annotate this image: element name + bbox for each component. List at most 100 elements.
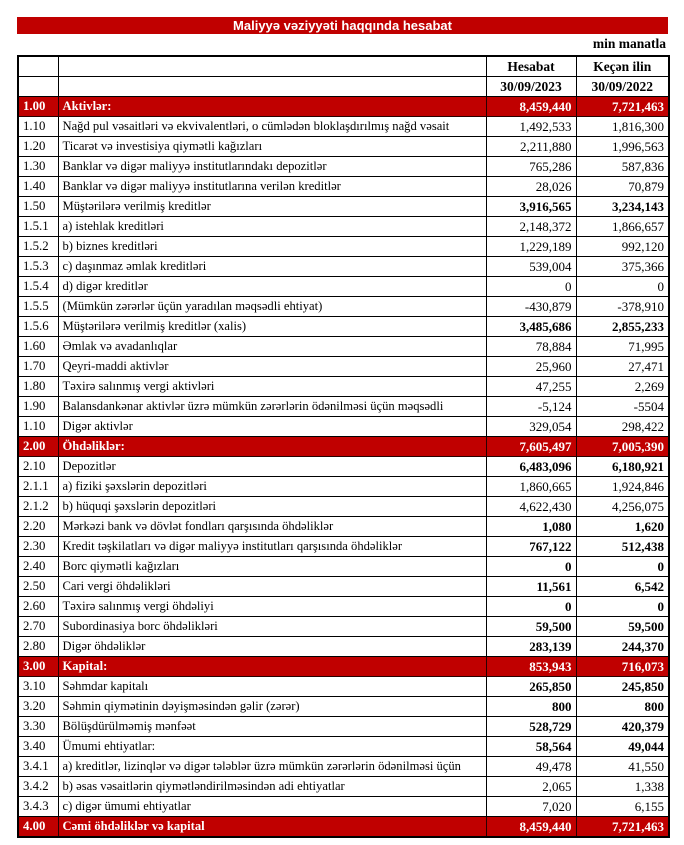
row-current-value: -5,124 — [485, 396, 577, 417]
row-code: 1.20 — [17, 136, 59, 157]
row-label: Bölüşdürülməmiş mənfəət — [57, 716, 487, 737]
row-current-value: 0 — [485, 276, 577, 297]
row-label: Səhmdar kapitalı — [57, 676, 487, 697]
row-current-value: 2,211,880 — [485, 136, 577, 157]
row-current-value: 25,960 — [485, 356, 577, 377]
row-label: a) kreditlər, lizinqlər və digər tələblə… — [57, 756, 487, 777]
row-current-value: 28,026 — [485, 176, 577, 197]
row-prior-value: 7,721,463 — [575, 96, 670, 117]
row-code: 1.5.3 — [17, 256, 59, 277]
row-prior-value: 1,924,846 — [575, 476, 670, 497]
header-empty-label — [57, 55, 487, 77]
row-current-value: 3,485,686 — [485, 316, 577, 337]
row-label: d) digər kreditlər — [57, 276, 487, 297]
table-row: 2.40 Borc qiymətli kağızları 0 0 — [17, 556, 670, 577]
row-code: 1.70 — [17, 356, 59, 377]
row-prior-value: 6,180,921 — [575, 456, 670, 477]
row-prior-value: 2,269 — [575, 376, 670, 397]
row-label: Banklar və digər maliyyə institutlarına … — [57, 176, 487, 197]
table-row: 1.70 Qeyri-maddi aktivlər 25,960 27,471 — [17, 356, 670, 377]
table-row: 2.1.1 a) fiziki şəxslərin depozitləri 1,… — [17, 476, 670, 497]
row-prior-value: 4,256,075 — [575, 496, 670, 517]
row-code: 2.40 — [17, 556, 59, 577]
row-label: c) daşınmaz əmlak kreditləri — [57, 256, 487, 277]
row-prior-value: 70,879 — [575, 176, 670, 197]
row-label: Qeyri-maddi aktivlər — [57, 356, 487, 377]
row-current-value: 58,564 — [485, 736, 577, 757]
table-row: 3.00 Kapital: 853,943 716,073 — [17, 656, 670, 677]
table-row: 3.40 Ümumi ehtiyatlar: 58,564 49,044 — [17, 736, 670, 757]
row-prior-value: 992,120 — [575, 236, 670, 257]
table-row: 2.20 Mərkəzi bank və dövlət fondları qar… — [17, 516, 670, 537]
row-current-value: 767,122 — [485, 536, 577, 557]
table-row: 1.40 Banklar və digər maliyyə institutla… — [17, 176, 670, 197]
row-prior-value: 587,836 — [575, 156, 670, 177]
row-prior-value: 6,155 — [575, 796, 670, 817]
row-label: Depozitlər — [57, 456, 487, 477]
row-current-value: 1,860,665 — [485, 476, 577, 497]
row-code: 2.50 — [17, 576, 59, 597]
row-prior-value: 6,542 — [575, 576, 670, 597]
row-prior-value: 1,996,563 — [575, 136, 670, 157]
row-label: Müştərilərə verilmiş kreditlər — [57, 196, 487, 217]
row-code: 1.5.4 — [17, 276, 59, 297]
row-code: 1.5.6 — [17, 316, 59, 337]
table-row: 1.20 Ticarət və investisiya qiymətli kağ… — [17, 136, 670, 157]
row-label: Ümumi ehtiyatlar: — [57, 736, 487, 757]
row-label: Aktivlər: — [57, 96, 487, 117]
header-prior-label: Keçən ilin — [575, 55, 670, 77]
row-code: 4.00 — [17, 816, 59, 838]
row-code: 2.60 — [17, 596, 59, 617]
row-code: 1.5.1 — [17, 216, 59, 237]
header-row-labels: Hesabat Keçən ilin — [17, 55, 670, 77]
table-row: 1.90 Balansdankənar aktivlər üzrə mümkün… — [17, 396, 670, 417]
row-prior-value: 716,073 — [575, 656, 670, 677]
row-code: 1.10 — [17, 416, 59, 437]
row-code: 1.30 — [17, 156, 59, 177]
table-row: 1.5.2 b) biznes kreditləri 1,229,189 992… — [17, 236, 670, 257]
row-prior-value: -5504 — [575, 396, 670, 417]
row-code: 3.20 — [17, 696, 59, 717]
table-row: 4.00 Cəmi öhdəliklər və kapital 8,459,44… — [17, 816, 670, 838]
table-row: 1.00 Aktivlər: 8,459,440 7,721,463 — [17, 96, 670, 117]
row-prior-value: 71,995 — [575, 336, 670, 357]
row-label: a) fiziki şəxslərin depozitləri — [57, 476, 487, 497]
row-code: 2.10 — [17, 456, 59, 477]
row-current-value: 3,916,565 — [485, 196, 577, 217]
row-code: 3.4.1 — [17, 756, 59, 777]
table-body: 1.00 Aktivlər: 8,459,440 7,721,463 1.10 … — [17, 96, 670, 838]
table-row: 2.30 Kredit təşkilatları və digər maliyy… — [17, 536, 670, 557]
row-current-value: 2,148,372 — [485, 216, 577, 237]
report-title: Maliyyə vəziyyəti haqqında hesabat — [233, 18, 452, 33]
row-prior-value: 7,721,463 — [575, 816, 670, 838]
row-current-value: 47,255 — [485, 376, 577, 397]
row-current-value: 59,500 — [485, 616, 577, 637]
row-prior-value: 3,234,143 — [575, 196, 670, 217]
row-label: b) hüquqi şəxslərin depozitləri — [57, 496, 487, 517]
header-empty-code — [17, 55, 59, 77]
row-label: Banklar və digər maliyyə institutlarında… — [57, 156, 487, 177]
row-code: 1.10 — [17, 116, 59, 137]
table-row: 1.10 Digər aktivlər 329,054 298,422 — [17, 416, 670, 437]
row-label: Kredit təşkilatları və digər maliyyə ins… — [57, 536, 487, 557]
table-row: 2.1.2 b) hüquqi şəxslərin depozitləri 4,… — [17, 496, 670, 517]
row-prior-value: 420,379 — [575, 716, 670, 737]
row-current-value: 11,561 — [485, 576, 577, 597]
row-label: c) digər ümumi ehtiyatlar — [57, 796, 487, 817]
row-label: Nağd pul vəsaitləri və ekvivalentləri, o… — [57, 116, 487, 137]
table-row: 3.30 Bölüşdürülməmiş mənfəət 528,729 420… — [17, 716, 670, 737]
row-code: 2.80 — [17, 636, 59, 657]
row-label: Subordinasiya borc öhdəlikləri — [57, 616, 487, 637]
unit-note: min manatla — [592, 36, 666, 51]
row-code: 1.80 — [17, 376, 59, 397]
table-row: 1.5.4 d) digər kreditlər 0 0 — [17, 276, 670, 297]
table-row: 3.4.3 c) digər ümumi ehtiyatlar 7,020 6,… — [17, 796, 670, 817]
table-row: 1.5.1 a) istehlak kreditləri 2,148,372 1… — [17, 216, 670, 237]
table-row: 3.4.2 b) əsas vəsaitlərin qiymətləndiril… — [17, 776, 670, 797]
table-row: 2.60 Təxirə salınmış vergi öhdəliyi 0 0 — [17, 596, 670, 617]
row-code: 3.40 — [17, 736, 59, 757]
row-prior-value: 298,422 — [575, 416, 670, 437]
row-label: Müştərilərə verilmiş kreditlər (xalis) — [57, 316, 487, 337]
row-label: Ticarət və investisiya qiymətli kağızlar… — [57, 136, 487, 157]
